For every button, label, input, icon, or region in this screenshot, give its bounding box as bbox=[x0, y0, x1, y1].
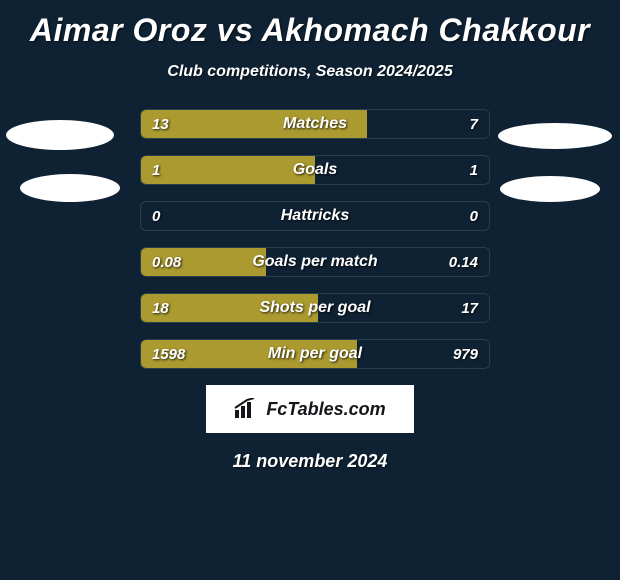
subtitle: Club competitions, Season 2024/2025 bbox=[0, 63, 620, 81]
stat-row: Min per goal1598979 bbox=[0, 339, 620, 369]
stat-value-left: 0.08 bbox=[152, 247, 181, 277]
stat-row: Goals per match0.080.14 bbox=[0, 247, 620, 277]
decorative-ellipse bbox=[500, 176, 600, 202]
bar-track bbox=[140, 201, 490, 231]
bar-left bbox=[141, 156, 315, 184]
stat-value-left: 1598 bbox=[152, 339, 185, 369]
stat-value-right: 0.14 bbox=[449, 247, 478, 277]
footer-brand-text: FcTables.com bbox=[266, 399, 385, 420]
stat-value-left: 18 bbox=[152, 293, 169, 323]
stat-value-right: 7 bbox=[470, 109, 478, 139]
stat-row: Hattricks00 bbox=[0, 201, 620, 231]
bar-track bbox=[140, 247, 490, 277]
bar-track bbox=[140, 293, 490, 323]
stat-value-left: 0 bbox=[152, 201, 160, 231]
comparison-rows: Matches137Goals11Hattricks00Goals per ma… bbox=[0, 109, 620, 369]
decorative-ellipse bbox=[20, 174, 120, 202]
chart-icon bbox=[234, 398, 260, 420]
page-title: Aimar Oroz vs Akhomach Chakkour bbox=[0, 0, 620, 49]
stat-row: Shots per goal1817 bbox=[0, 293, 620, 323]
bar-track bbox=[140, 155, 490, 185]
stat-value-left: 1 bbox=[152, 155, 160, 185]
stat-value-right: 1 bbox=[470, 155, 478, 185]
decorative-ellipse bbox=[6, 120, 114, 150]
footer-badge: FcTables.com bbox=[206, 385, 414, 433]
date-text: 11 november 2024 bbox=[0, 451, 620, 472]
bar-right bbox=[315, 156, 489, 184]
stat-value-right: 0 bbox=[470, 201, 478, 231]
stat-value-left: 13 bbox=[152, 109, 169, 139]
stat-value-right: 979 bbox=[453, 339, 478, 369]
bar-track bbox=[140, 109, 490, 139]
stat-value-right: 17 bbox=[461, 293, 478, 323]
bar-left bbox=[141, 110, 367, 138]
decorative-ellipse bbox=[498, 123, 612, 149]
bar-track bbox=[140, 339, 490, 369]
